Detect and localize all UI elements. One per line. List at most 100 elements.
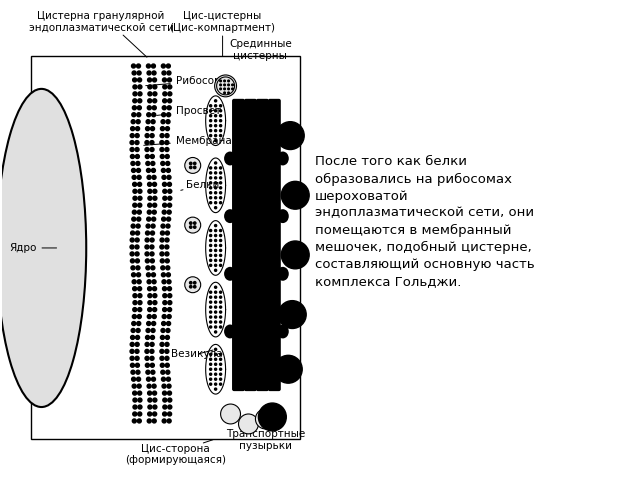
Text: Цистерна гранулярной
эндоплазматической сети: Цистерна гранулярной эндоплазматической … xyxy=(29,12,173,33)
Circle shape xyxy=(220,192,221,194)
Circle shape xyxy=(145,238,149,242)
Circle shape xyxy=(166,127,170,131)
Circle shape xyxy=(189,286,192,288)
Circle shape xyxy=(138,210,141,214)
Ellipse shape xyxy=(265,209,277,223)
Circle shape xyxy=(210,378,212,380)
Circle shape xyxy=(168,78,172,82)
Ellipse shape xyxy=(253,209,265,223)
Circle shape xyxy=(214,388,217,390)
Circle shape xyxy=(214,326,217,328)
Circle shape xyxy=(153,308,157,312)
Circle shape xyxy=(189,166,192,168)
Circle shape xyxy=(132,203,137,207)
Circle shape xyxy=(220,326,221,328)
Ellipse shape xyxy=(224,267,236,281)
Ellipse shape xyxy=(241,152,253,166)
Circle shape xyxy=(214,187,217,189)
Circle shape xyxy=(153,189,157,193)
Circle shape xyxy=(150,141,154,144)
Circle shape xyxy=(161,336,164,339)
Circle shape xyxy=(150,147,154,152)
Circle shape xyxy=(133,85,137,89)
Circle shape xyxy=(189,282,192,284)
Circle shape xyxy=(130,342,134,347)
Circle shape xyxy=(152,113,156,117)
Ellipse shape xyxy=(253,324,265,338)
Circle shape xyxy=(138,419,141,423)
Circle shape xyxy=(163,99,166,103)
Circle shape xyxy=(152,322,156,325)
Circle shape xyxy=(210,316,212,318)
Circle shape xyxy=(163,287,166,291)
Circle shape xyxy=(210,244,212,247)
Circle shape xyxy=(147,175,151,180)
Circle shape xyxy=(138,106,141,110)
Circle shape xyxy=(136,224,140,228)
Circle shape xyxy=(214,202,217,204)
Circle shape xyxy=(136,231,140,235)
Circle shape xyxy=(185,217,201,233)
Circle shape xyxy=(214,110,217,112)
Circle shape xyxy=(153,405,157,409)
Circle shape xyxy=(138,85,142,89)
Circle shape xyxy=(136,120,140,124)
Circle shape xyxy=(214,264,217,266)
Circle shape xyxy=(145,342,149,347)
Circle shape xyxy=(137,71,141,75)
Circle shape xyxy=(210,197,212,199)
Circle shape xyxy=(138,203,141,207)
Ellipse shape xyxy=(265,267,277,281)
Circle shape xyxy=(163,300,167,305)
Circle shape xyxy=(166,217,171,221)
Circle shape xyxy=(214,197,217,199)
Circle shape xyxy=(224,92,225,94)
Circle shape xyxy=(168,308,172,312)
Circle shape xyxy=(152,78,157,82)
Circle shape xyxy=(150,245,154,249)
Ellipse shape xyxy=(253,152,265,166)
Text: Ядро: Ядро xyxy=(9,243,56,253)
Circle shape xyxy=(150,252,154,256)
Circle shape xyxy=(220,240,221,241)
Circle shape xyxy=(163,398,167,402)
Circle shape xyxy=(168,92,172,96)
Circle shape xyxy=(147,113,151,117)
Circle shape xyxy=(130,349,134,353)
Circle shape xyxy=(130,133,134,138)
Circle shape xyxy=(220,383,221,385)
Circle shape xyxy=(135,356,139,360)
Circle shape xyxy=(210,167,212,169)
Circle shape xyxy=(214,75,237,97)
Circle shape xyxy=(220,316,221,318)
Circle shape xyxy=(148,203,152,207)
Circle shape xyxy=(168,287,172,291)
Circle shape xyxy=(160,238,164,242)
Circle shape xyxy=(135,342,139,347)
Circle shape xyxy=(220,110,221,112)
Circle shape xyxy=(162,322,166,325)
Circle shape xyxy=(166,273,170,277)
Circle shape xyxy=(232,84,234,86)
Circle shape xyxy=(137,384,141,388)
Circle shape xyxy=(147,168,150,172)
Circle shape xyxy=(138,300,142,305)
Circle shape xyxy=(153,99,157,103)
Circle shape xyxy=(228,80,229,82)
Circle shape xyxy=(210,130,212,132)
Circle shape xyxy=(147,419,151,423)
Circle shape xyxy=(152,182,157,186)
Circle shape xyxy=(168,99,172,103)
Circle shape xyxy=(153,398,157,402)
Ellipse shape xyxy=(241,324,253,338)
Circle shape xyxy=(210,134,212,137)
Text: Срединные
цистерны: Срединные цистерны xyxy=(229,39,292,61)
Circle shape xyxy=(146,120,150,124)
Circle shape xyxy=(168,294,172,298)
Circle shape xyxy=(166,322,171,325)
Circle shape xyxy=(152,419,156,423)
Circle shape xyxy=(167,175,171,180)
Circle shape xyxy=(132,106,136,110)
Circle shape xyxy=(132,314,136,319)
Circle shape xyxy=(160,363,164,367)
